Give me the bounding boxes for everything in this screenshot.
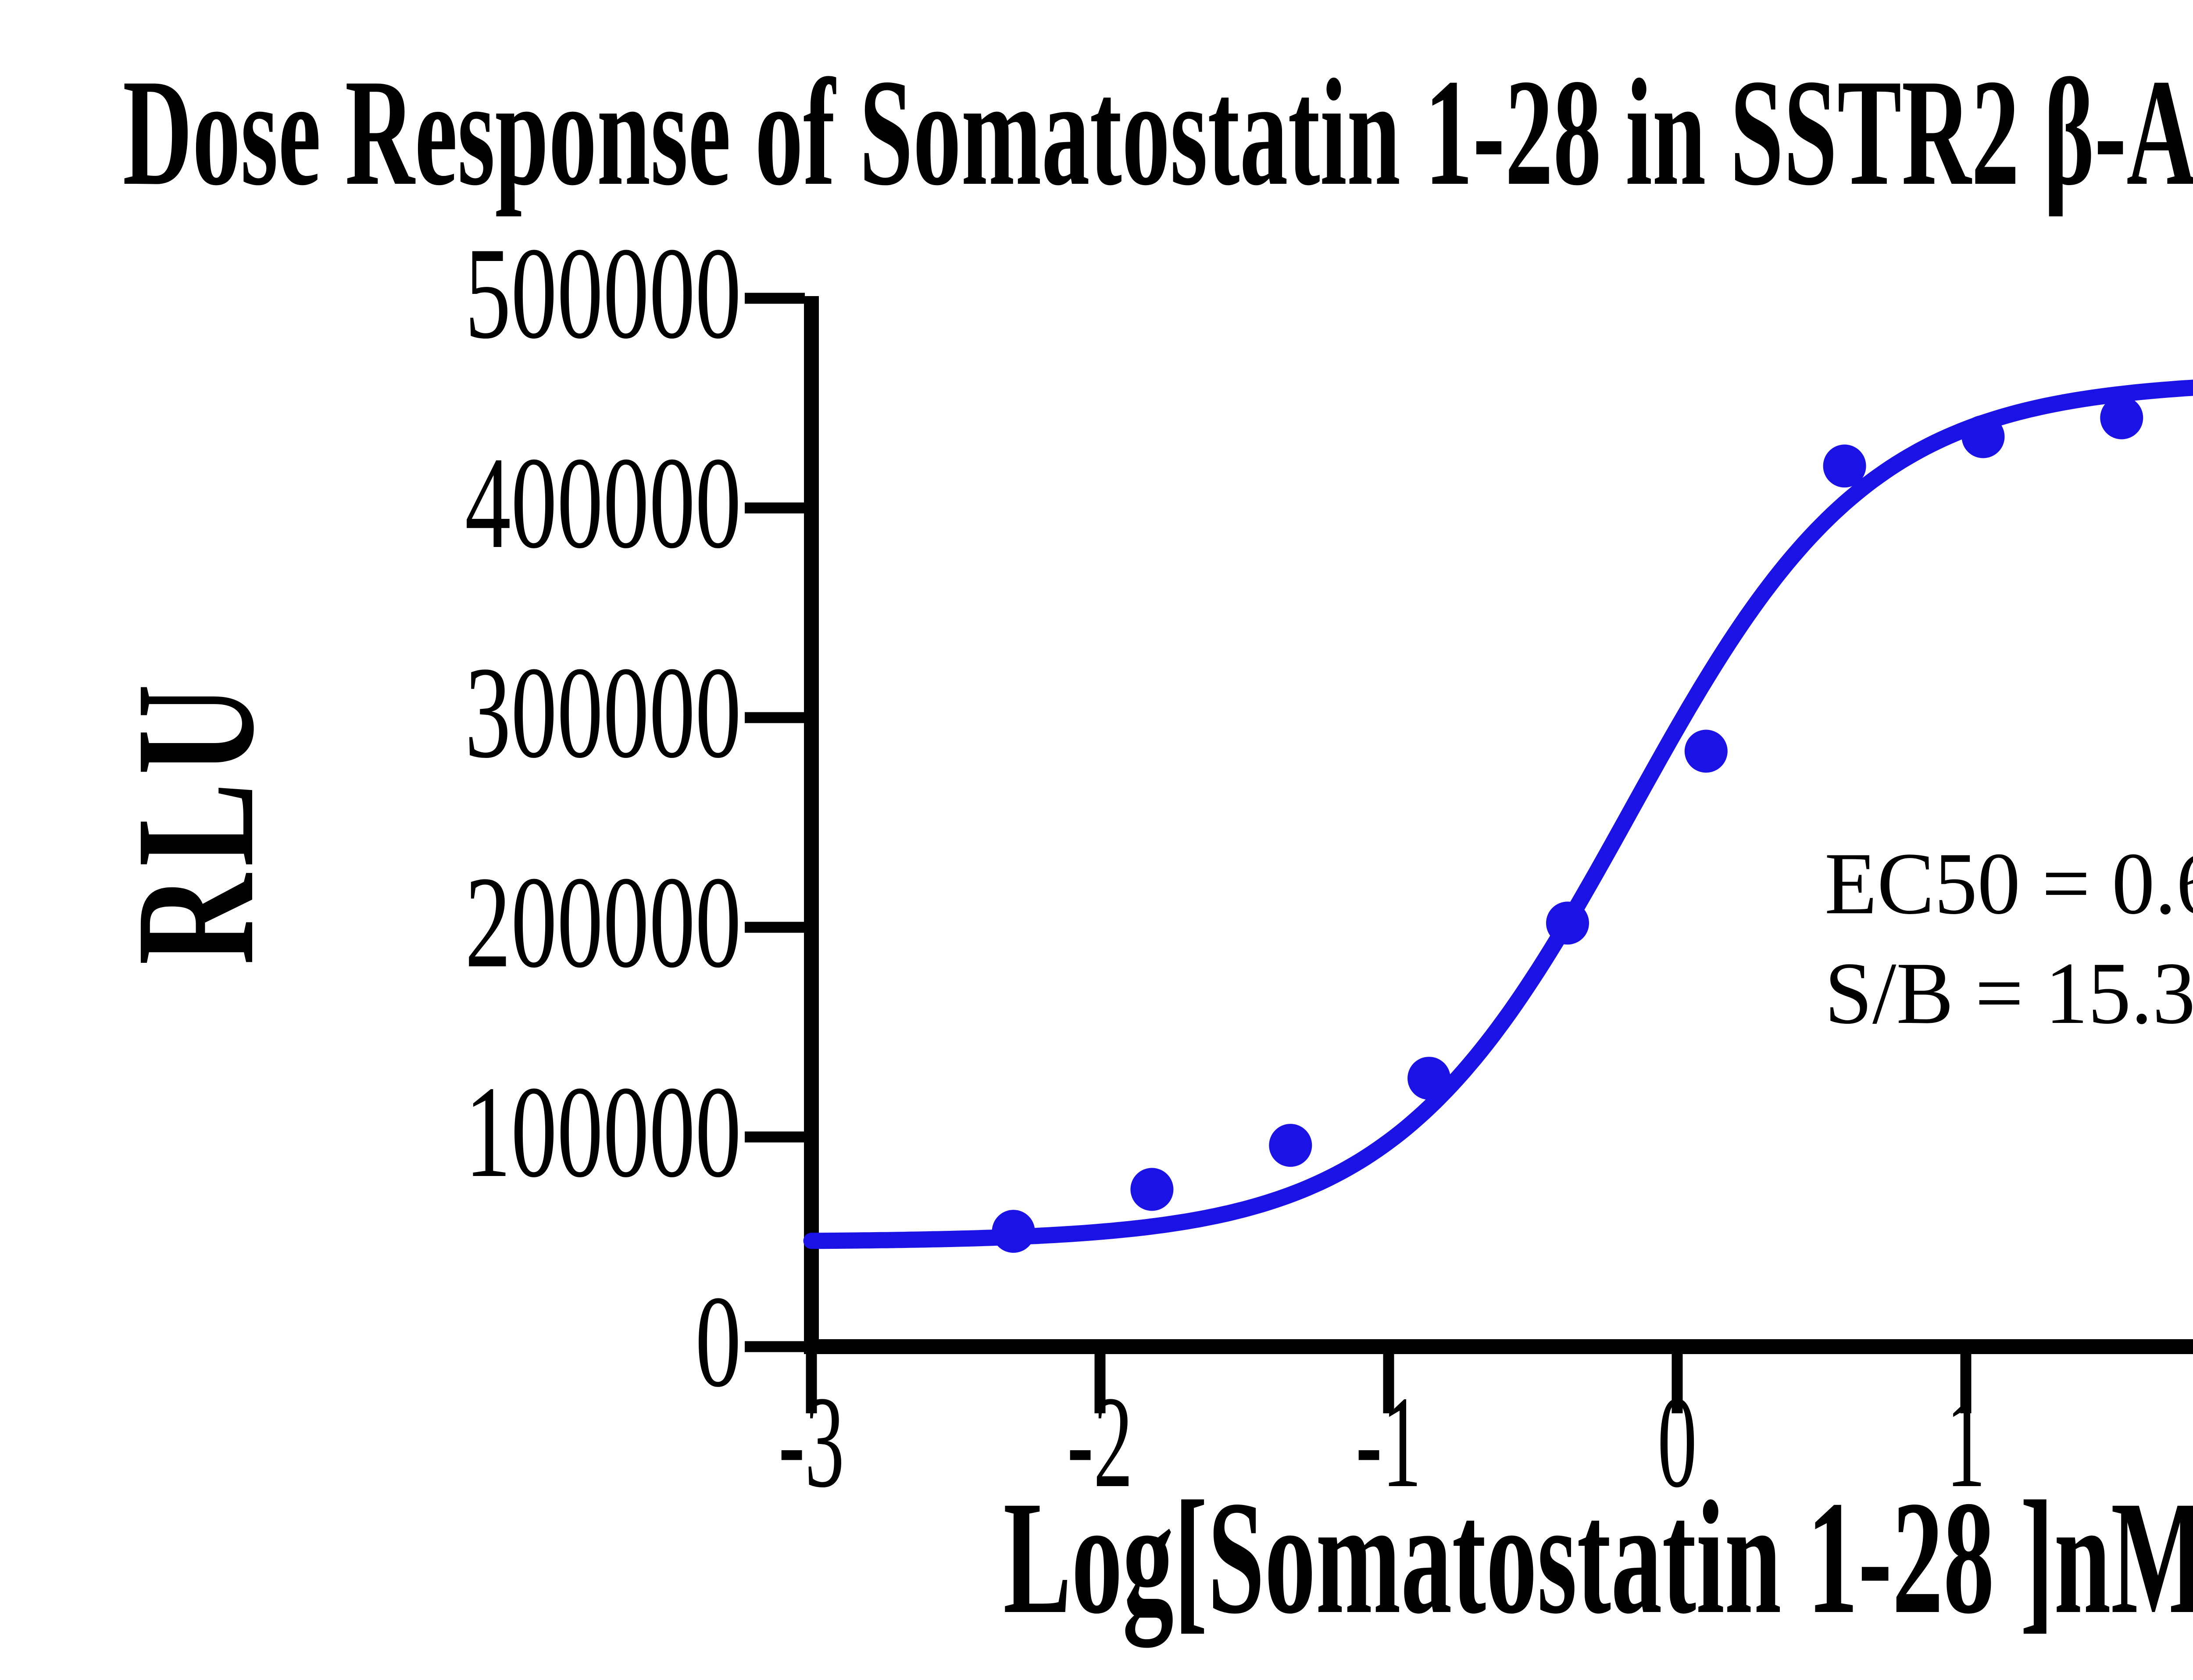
data-point xyxy=(1961,415,2005,458)
y-tick-label: 400000 xyxy=(465,430,741,575)
data-point xyxy=(1130,1168,1174,1211)
y-tick-label: 200000 xyxy=(465,849,741,995)
data-point xyxy=(2100,396,2143,440)
data-point xyxy=(992,1210,1035,1253)
y-tick-label: 500000 xyxy=(465,220,741,366)
y-tick-label: 300000 xyxy=(465,640,741,785)
annotation-ec50: EC50 = 0.69 nM xyxy=(1825,834,2193,933)
data-points-layer xyxy=(992,396,2143,1253)
data-point xyxy=(1407,1057,1451,1100)
data-point xyxy=(1546,901,1589,945)
data-point xyxy=(1823,444,1866,488)
y-axis-title: RLU xyxy=(100,676,289,965)
chart-title: Dose Response of Somatostatin 1-28 in SS… xyxy=(122,48,2193,217)
fit-curve xyxy=(803,379,2193,1249)
axes-layer xyxy=(745,293,2193,1413)
data-point xyxy=(1269,1124,1312,1167)
annotation-block: EC50 = 0.69 nM S/B = 15.3 xyxy=(1825,829,2193,1048)
data-point xyxy=(1684,729,1728,773)
x-tick-label: -1 xyxy=(1356,1369,1422,1515)
x-tick-label: 0 xyxy=(1657,1369,1697,1515)
y-tick-label: 100000 xyxy=(465,1059,741,1205)
x-axis-title: Log[Somatostatin 1-28 ]nM xyxy=(1003,1468,2193,1648)
x-tick-label: -2 xyxy=(1067,1369,1133,1515)
fit-curve-layer xyxy=(803,379,2193,1249)
x-tick-label: -3 xyxy=(779,1369,844,1515)
annotation-sb: S/B = 15.3 xyxy=(1825,944,2193,1042)
y-tick-label: 0 xyxy=(695,1269,741,1414)
x-tick-label: 1 xyxy=(1946,1369,1986,1515)
